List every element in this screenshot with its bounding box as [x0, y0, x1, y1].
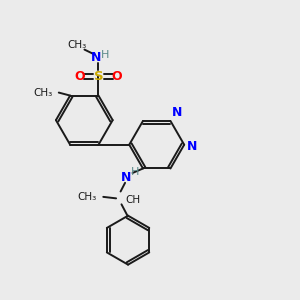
Text: O: O — [75, 70, 85, 83]
Text: CH₃: CH₃ — [33, 88, 52, 98]
Text: N: N — [187, 140, 198, 153]
Text: CH: CH — [126, 195, 141, 206]
Text: CH₃: CH₃ — [77, 192, 97, 202]
Text: H: H — [131, 167, 140, 177]
Text: CH₃: CH₃ — [68, 40, 87, 50]
Text: N: N — [172, 106, 182, 119]
Text: N: N — [122, 171, 132, 184]
Text: S: S — [94, 70, 103, 83]
Text: N: N — [91, 51, 101, 64]
Text: H: H — [101, 50, 109, 60]
Text: O: O — [112, 70, 122, 83]
